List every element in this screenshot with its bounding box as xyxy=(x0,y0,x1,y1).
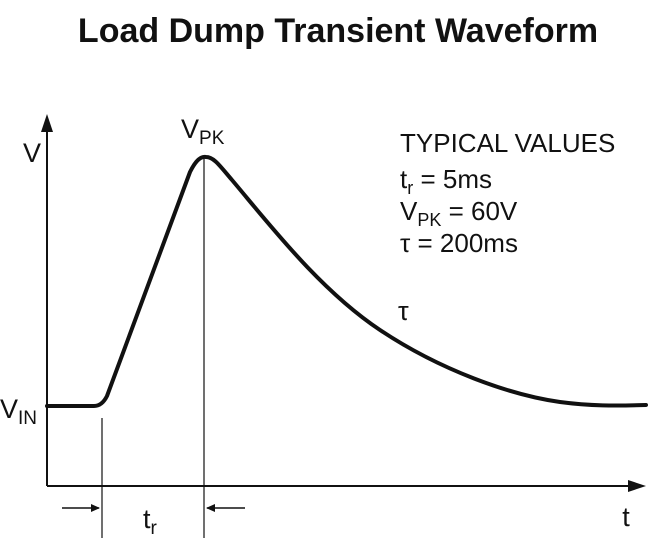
tr-label-main: t xyxy=(143,504,151,534)
y-axis-label: V xyxy=(23,138,41,168)
typical-vpk-line: VPK = 60V xyxy=(400,196,518,230)
y-axis-arrowhead xyxy=(41,114,53,132)
typical-tau-value: = 200ms xyxy=(410,228,518,258)
typical-tr-sub: r xyxy=(407,178,413,198)
waveform-curve xyxy=(45,154,648,408)
x-axis-arrowhead xyxy=(628,480,646,492)
typical-vpk-value: = 60V xyxy=(441,196,518,226)
vpk-label: VPK xyxy=(181,114,225,149)
typical-tau-symbol: τ xyxy=(400,228,411,258)
diagram-title: Load Dump Transient Waveform xyxy=(78,12,598,50)
tau-curve-label: τ xyxy=(398,296,409,326)
typical-values-block: TYPICAL VALUES tr = 5ms VPK = 60V τ = 20… xyxy=(400,128,615,258)
typical-tr-value: = 5ms xyxy=(413,164,492,194)
typical-tau-line: τ = 200ms xyxy=(400,228,518,258)
vpk-label-sub: PK xyxy=(199,128,225,149)
vin-label-sub: IN xyxy=(18,408,37,429)
vpk-label-main: V xyxy=(181,114,199,144)
vin-label-main: V xyxy=(0,394,18,424)
typical-tr-main: t xyxy=(400,164,408,194)
typical-tr-line: tr = 5ms xyxy=(400,164,492,198)
tr-label-sub: r xyxy=(151,518,158,539)
vin-label: VIN xyxy=(0,394,37,429)
typical-values-heading: TYPICAL VALUES xyxy=(400,128,615,158)
typical-vpk-sub: PK xyxy=(417,210,441,230)
tr-label: tr xyxy=(143,504,158,539)
typical-vpk-main: V xyxy=(400,196,418,226)
x-axis-label: t xyxy=(622,502,630,532)
